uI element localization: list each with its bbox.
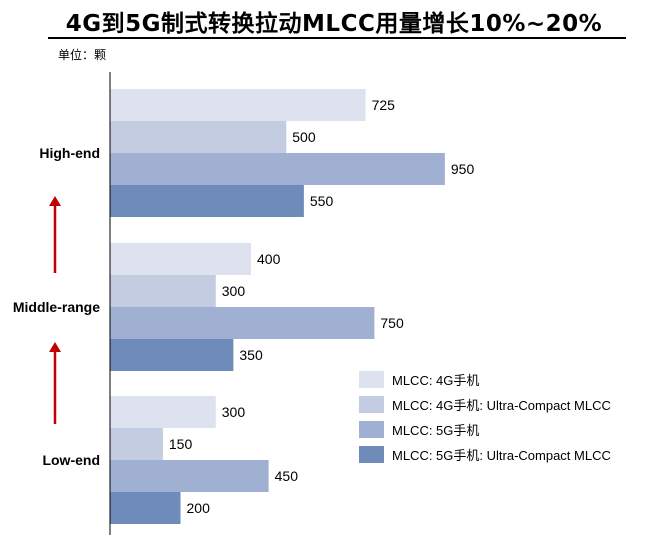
category-labels-layer: High-end Middle-range Low-end (13, 145, 100, 468)
data-label: 950 (451, 161, 475, 177)
title-underline (48, 37, 626, 39)
legend-swatch (359, 371, 384, 388)
up-arrow-icon (49, 342, 61, 424)
data-label: 750 (380, 315, 404, 331)
value-labels-layer: 725 500 950 550 400 300 750 350 300 150 450 200 (169, 97, 475, 516)
bar-middle-range-series-4 (110, 339, 234, 371)
data-label: 200 (187, 500, 211, 516)
legend-swatch (359, 421, 384, 438)
bar-high-end-series-3 (110, 153, 445, 185)
legend-label: MLCC: 4G手机 (392, 373, 479, 388)
data-label: 725 (372, 97, 396, 113)
bar-high-end-series-1 (110, 89, 366, 121)
legend-item: MLCC: 5G手机: Ultra-Compact MLCC (359, 446, 611, 463)
bar-middle-range-series-2 (110, 275, 216, 307)
legend-label: MLCC: 5G手机 (392, 423, 479, 438)
bar-low-end-series-3 (110, 460, 269, 492)
legend-item: MLCC: 4G手机 (359, 371, 479, 388)
bar-low-end-series-1 (110, 396, 216, 428)
data-label: 300 (222, 283, 246, 299)
legend-swatch (359, 396, 384, 413)
data-label: 550 (310, 193, 334, 209)
legend-swatch (359, 446, 384, 463)
legend-label: MLCC: 5G手机: Ultra-Compact MLCC (392, 448, 611, 463)
legend-item: MLCC: 4G手机: Ultra-Compact MLCC (359, 396, 611, 413)
bar-low-end-series-4 (110, 492, 181, 524)
bar-low-end-series-2 (110, 428, 163, 460)
category-label: High-end (39, 145, 100, 161)
category-label: Middle-range (13, 299, 100, 315)
category-label: Low-end (42, 452, 100, 468)
data-label: 500 (292, 129, 316, 145)
legend: MLCC: 4G手机 MLCC: 4G手机: Ultra-Compact MLCC… (359, 371, 611, 463)
up-arrow-icon (49, 196, 61, 273)
unit-label: 单位：颗 (58, 48, 107, 62)
bar-high-end-series-2 (110, 121, 287, 153)
bar-middle-range-series-3 (110, 307, 375, 339)
bars-layer (110, 89, 445, 524)
data-label: 450 (275, 468, 299, 484)
data-label: 350 (239, 347, 263, 363)
data-label: 150 (169, 436, 193, 452)
data-label: 400 (257, 251, 281, 267)
arrows-layer (49, 196, 61, 424)
legend-label: MLCC: 4G手机: Ultra-Compact MLCC (392, 398, 611, 413)
data-label: 300 (222, 404, 246, 420)
chart-title: 4G到5G制式转换拉动MLCC用量增长10%~20% (65, 11, 603, 37)
bar-high-end-series-4 (110, 185, 304, 217)
legend-item: MLCC: 5G手机 (359, 421, 479, 438)
bar-middle-range-series-1 (110, 243, 251, 275)
